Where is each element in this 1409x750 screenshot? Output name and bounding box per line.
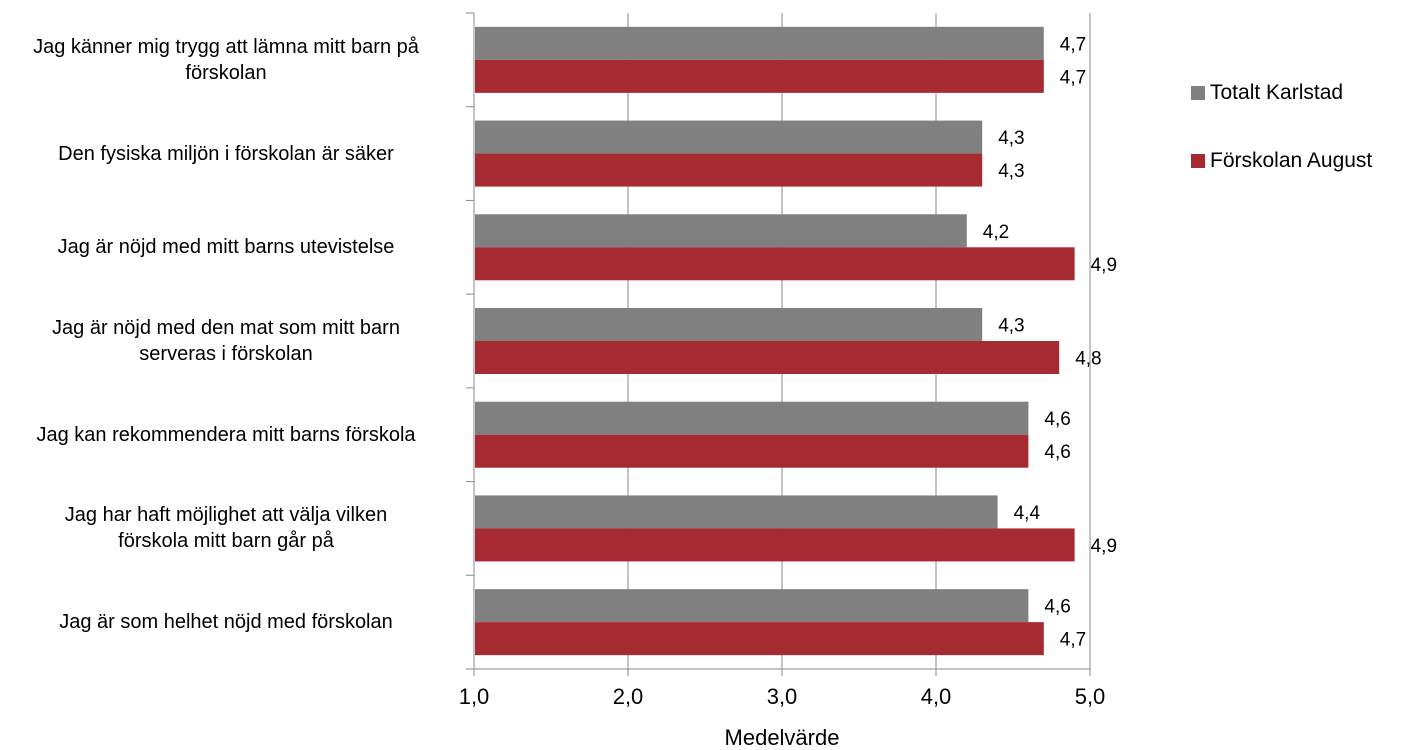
legend-swatch [1191, 86, 1205, 100]
category-label: Jag har haft möjlighet att välja vilken f… [0, 502, 452, 554]
bar [475, 401, 1029, 435]
category-label-line: Jag är som helhet nöjd med förskolan [59, 611, 393, 634]
data-label: 4,6 [1044, 409, 1070, 430]
legend-item: Totalt Karlstad [1191, 80, 1372, 106]
x-tick-label: 2,0 [613, 684, 644, 709]
bar [475, 59, 1044, 93]
legend-label: Förskolan August [1210, 149, 1373, 172]
x-axis-title: Medelvärde [725, 725, 840, 750]
x-tick-label: 1,0 [459, 684, 490, 709]
x-tick-label: 5,0 [1075, 684, 1106, 709]
bar [475, 341, 1060, 374]
data-label: 4,7 [1060, 630, 1086, 651]
bar [475, 434, 1029, 468]
legend-item: Förskolan August [1191, 148, 1372, 174]
bar [475, 622, 1044, 656]
bar [475, 26, 1044, 60]
data-label: 4,7 [1060, 34, 1086, 55]
bar [475, 528, 1075, 562]
data-label: 4,3 [998, 316, 1024, 337]
data-label: 4,2 [983, 222, 1009, 243]
data-label: 4,4 [1014, 503, 1041, 524]
bar [475, 214, 967, 248]
category-label: Jag är nöjd med mitt barns utevistelse [0, 234, 452, 260]
category-label-line: Den fysiska miljön i förskolan är säker [58, 142, 394, 165]
bar [475, 495, 998, 529]
data-label: 4,3 [998, 128, 1024, 149]
legend-label: Totalt Karlstad [1210, 81, 1344, 104]
bar [475, 247, 1075, 281]
category-label-line: Jag är nöjd med mitt barns utevistelse [57, 236, 395, 259]
bar [475, 589, 1029, 623]
category-label: Den fysiska miljön i förskolan är säker [0, 141, 452, 167]
data-label: 4,9 [1091, 536, 1117, 557]
category-label-line: Jag kan rekommendera mitt barns förskola [36, 423, 416, 446]
category-label: Jag är nöjd med den mat som mitt barn ser… [0, 315, 452, 367]
category-label-line: förskolan [185, 61, 267, 84]
bar [475, 308, 983, 341]
data-label: 4,8 [1075, 349, 1101, 370]
category-label-line: Jag känner mig trygg att lämna mitt barn… [33, 35, 419, 58]
data-label: 4,6 [1044, 597, 1070, 618]
data-label: 4,3 [998, 161, 1024, 182]
category-label: Jag är som helhet nöjd med förskolan [0, 609, 452, 635]
x-tick-label: 4,0 [921, 684, 952, 709]
data-label: 4,6 [1044, 442, 1070, 463]
category-label-line: Jag har haft möjlighet att välja vilken [64, 504, 388, 527]
category-label: Jag kan rekommendera mitt barns förskola [0, 422, 452, 448]
legend-swatch [1191, 154, 1205, 168]
x-tick-labels: 1,0 2,0 3,0 4,0 5,0 [459, 684, 1106, 709]
axes [466, 12, 1091, 676]
category-label: Jag känner mig trygg att lämna mitt barn… [0, 34, 452, 86]
category-label-line: serveras i förskolan [139, 343, 313, 365]
data-label: 4,7 [1060, 67, 1086, 88]
legend: Totalt Karlstad Förskolan August [1191, 80, 1372, 216]
bar [475, 120, 983, 154]
bars [475, 26, 1075, 656]
category-label-line: Jag är nöjd med den mat som mitt barn [52, 317, 400, 339]
bar [475, 153, 983, 187]
x-tick-label: 3,0 [767, 684, 798, 709]
category-label-line: förskola mitt barn går på [118, 530, 334, 553]
data-labels: 4,7 4,7 4,3 4,3 4,2 4,9 4,3 4,8 4,6 4,6 4,4 4,9 4,6 4… [983, 34, 1117, 650]
data-label: 4,9 [1091, 255, 1117, 276]
